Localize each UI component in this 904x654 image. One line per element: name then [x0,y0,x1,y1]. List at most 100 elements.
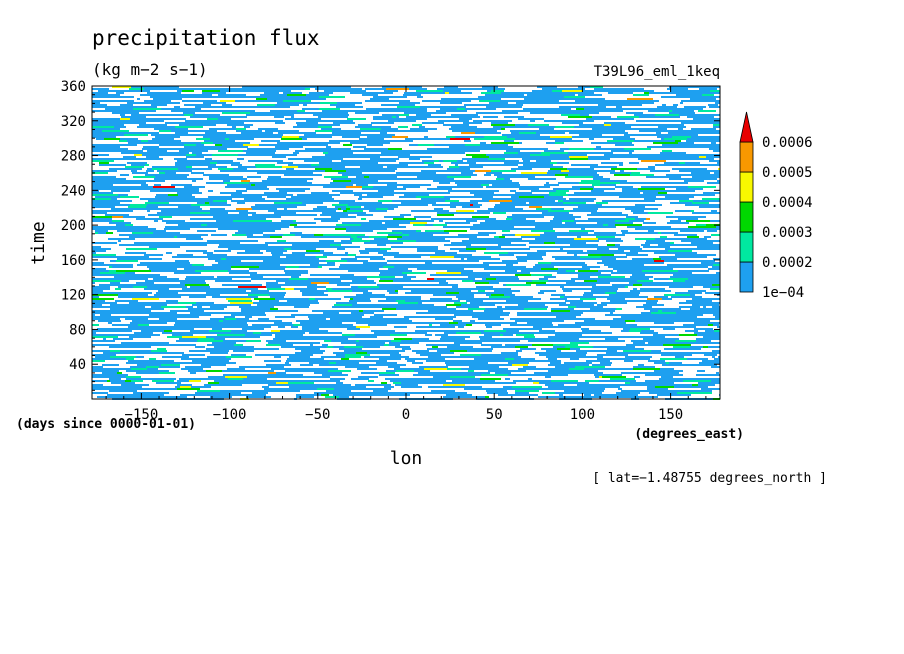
heatmap-cell [268,302,288,304]
heatmap-cell [258,194,269,196]
heatmap-cell [543,162,550,164]
heatmap-cell [92,278,120,280]
heatmap-cell [186,332,192,334]
heatmap-cell [239,306,251,308]
heatmap-cell [119,96,134,98]
heatmap-cell [457,120,469,122]
heatmap-cell [691,100,709,102]
heatmap-cell [285,272,308,274]
heatmap-cell [661,290,671,292]
heatmap-cell [341,290,352,292]
heatmap-cell [418,380,446,382]
heatmap-cell [676,158,687,160]
heatmap-cell [312,358,324,360]
heatmap-cell [202,100,217,102]
heatmap-cell [663,392,677,394]
heatmap-cell [128,326,143,328]
heatmap-cell [394,266,421,268]
heatmap-cell [243,348,259,350]
heatmap-cell [190,218,200,220]
heatmap-cell [598,238,621,240]
heatmap-cell [504,272,530,274]
heatmap-cell [109,270,116,272]
heatmap-cell [341,248,345,250]
heatmap-cell [183,112,195,114]
heatmap-cell [112,86,131,88]
heatmap-cell [636,120,656,122]
heatmap-cell [608,224,615,226]
heatmap-cell [98,90,121,92]
heatmap-cell [673,342,693,344]
heatmap-cell [384,90,398,92]
heatmap-cell [570,244,589,246]
heatmap-cell [461,368,487,370]
heatmap-cell [451,190,475,192]
heatmap-cell [130,366,146,368]
heatmap-cell [312,388,317,390]
heatmap-cell [689,218,698,220]
heatmap-cell [433,180,451,182]
heatmap-cell [643,304,664,306]
heatmap-cell [475,190,499,192]
heatmap-cell [257,290,269,292]
heatmap-cell [508,382,516,384]
heatmap-cell [679,200,693,202]
heatmap-cell [238,218,266,220]
heatmap-cell [213,320,219,322]
heatmap-cell [355,126,376,128]
heatmap-cell [334,360,359,362]
heatmap-cell [394,256,421,258]
heatmap-cell [208,196,232,198]
heatmap-cell [367,136,379,138]
heatmap-cell [212,342,228,344]
heatmap-cell [346,230,351,232]
heatmap-cell [475,242,496,244]
heatmap-cell [496,156,501,158]
heatmap-cell [370,158,383,160]
heatmap-cell [159,304,167,306]
heatmap-cell [114,328,139,330]
heatmap-cell [394,326,407,328]
heatmap-cell [276,372,286,374]
heatmap-cell [361,218,366,220]
heatmap-cell [239,240,258,242]
heatmap-cell [507,126,511,128]
heatmap-cell [186,166,192,168]
heatmap-cell [399,114,409,116]
heatmap-cell [646,222,653,224]
heatmap-cell [299,368,322,370]
heatmap-cell [524,308,547,310]
heatmap-cell [158,370,169,372]
heatmap-cell [224,210,242,212]
heatmap-cell [257,104,275,106]
heatmap-cell [555,110,581,112]
heatmap-cell [568,182,579,184]
heatmap-cell [217,362,236,364]
heatmap-cell [119,334,132,336]
heatmap-cell [116,92,124,94]
heatmap-cell [467,290,471,292]
heatmap-cell [346,206,361,208]
heatmap-cell [410,222,427,224]
heatmap-cell [96,210,124,212]
heatmap-cell [450,376,475,378]
heatmap-cell [588,156,597,158]
heatmap-cell [92,248,111,250]
heatmap-cell [577,304,594,306]
heatmap-cell [92,354,116,356]
heatmap-cell [675,130,684,132]
heatmap-cell [633,372,658,374]
heatmap-cell [712,266,716,268]
heatmap-cell [711,234,720,236]
heatmap-cell [268,114,294,116]
heatmap-cell [535,194,549,196]
heatmap-cell [154,288,169,290]
heatmap-cell [617,386,620,388]
heatmap-cell [218,262,228,264]
heatmap-cell [492,360,507,362]
heatmap-cell [503,154,511,156]
heatmap-cell [340,192,364,194]
heatmap-cell [538,360,561,362]
heatmap-cell [557,272,583,274]
heatmap-cell [389,344,400,346]
